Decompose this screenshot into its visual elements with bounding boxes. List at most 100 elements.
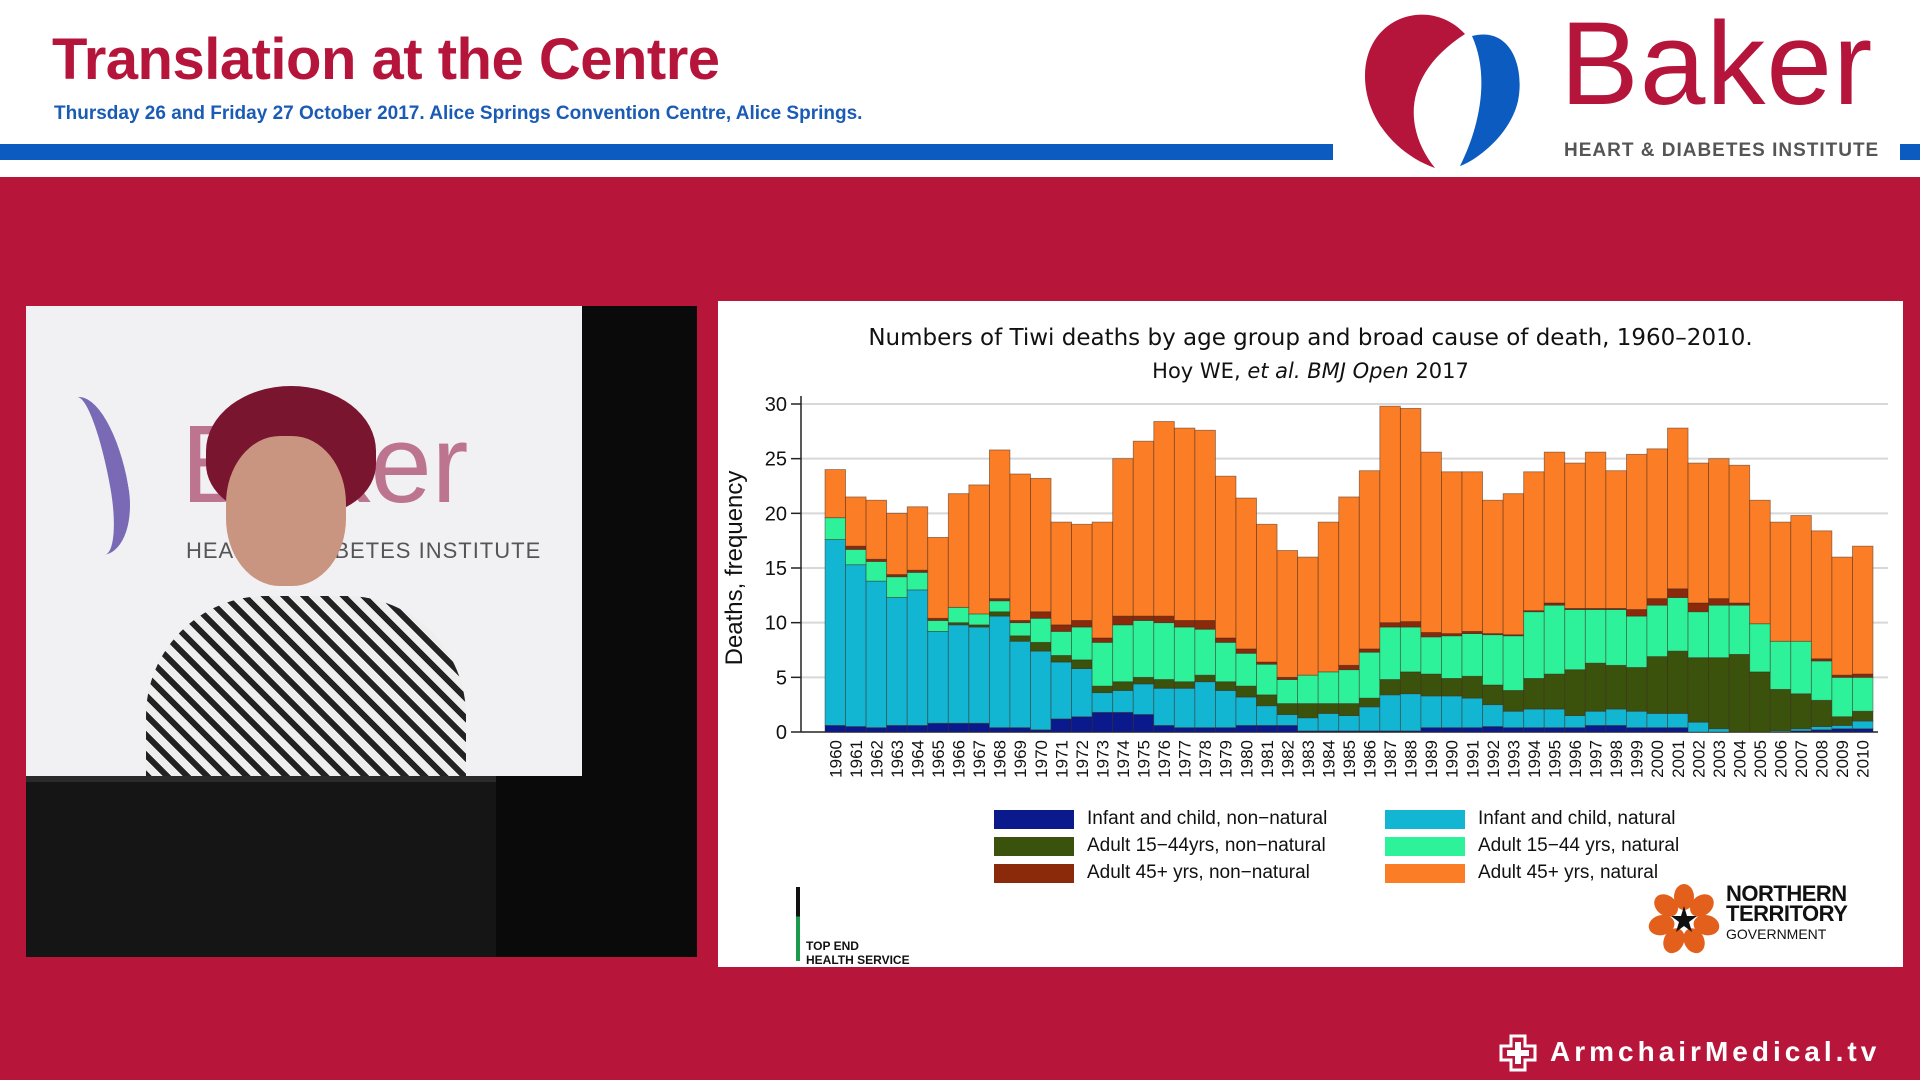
bar-segment-1971-s2 [1050, 655, 1072, 663]
bar-segment-1983-s1 [1297, 717, 1319, 732]
x-tick-label: 1978 [1196, 740, 1215, 778]
x-tick-label: 1979 [1217, 740, 1236, 778]
bar-segment-1993-s1 [1502, 710, 1525, 729]
bar-segment-1969-s5 [1009, 473, 1031, 621]
bar-segment-1986-s5 [1358, 470, 1381, 650]
bar-segment-1984-s3 [1317, 671, 1340, 704]
bar-segment-1987-s2 [1379, 679, 1401, 696]
y-tick-label: 20 [765, 503, 787, 525]
baker-wordmark: Baker [1560, 0, 1874, 130]
citation-journal: et al. BMJ Open [1247, 359, 1409, 383]
bar-segment-1997-s0 [1584, 725, 1607, 733]
bar-segment-1965-s3 [927, 620, 949, 632]
bar-segment-1973-s1 [1091, 692, 1114, 713]
bar-segment-1981-s0 [1256, 725, 1278, 733]
x-tick-label: 1993 [1504, 740, 1523, 778]
x-tick-label: 1999 [1628, 740, 1647, 778]
x-tick-label: 2002 [1689, 740, 1708, 778]
bar-segment-2000-s5 [1646, 448, 1668, 600]
conference-header: Translation at the Centre Thursday 26 an… [0, 0, 1920, 177]
bar-segment-1962-s1 [865, 580, 888, 729]
nt-logo-text: NORTHERN TERRITORY GOVERNMENT [1726, 883, 1848, 944]
bar-segment-1978-s4 [1194, 620, 1216, 630]
legend-item: Adult 15−44yrs, non−natural [994, 835, 1326, 857]
bar-segment-2007-s3 [1790, 640, 1812, 695]
bar-segment-1976-s5 [1153, 421, 1175, 617]
bar-segment-1994-s5 [1523, 471, 1545, 612]
bar-segment-1994-s0 [1523, 727, 1545, 733]
bar-segment-1978-s5 [1194, 429, 1216, 621]
bar-segment-1975-s1 [1132, 683, 1155, 715]
bar-segment-1976-s2 [1153, 679, 1175, 689]
bar-segment-1964-s1 [906, 589, 929, 726]
chart-citation: Hoy WE, et al. BMJ Open 2017 [718, 359, 1903, 383]
bar-segment-1980-s1 [1235, 696, 1257, 726]
bar-segment-2000-s3 [1646, 604, 1668, 657]
bar-segment-1982-s1 [1276, 714, 1299, 726]
bar-segment-1978-s3 [1194, 628, 1216, 676]
bar-segment-1994-s2 [1523, 678, 1545, 710]
bar-segment-1968-s2 [988, 611, 1011, 617]
bar-segment-1971-s3 [1050, 631, 1072, 656]
bar-segment-1980-s2 [1235, 685, 1257, 698]
bar-segment-1992-s3 [1482, 634, 1504, 686]
bar-segment-1999-s3 [1626, 615, 1648, 668]
x-tick-label: 1983 [1299, 740, 1318, 778]
bar-segment-2007-s5 [1790, 515, 1812, 642]
bar-segment-1990-s0 [1441, 727, 1463, 733]
bar-segment-1976-s1 [1153, 687, 1175, 726]
bar-segment-1997-s3 [1584, 609, 1607, 664]
bar-segment-2000-s0 [1646, 727, 1668, 733]
bar-segment-1999-s4 [1626, 609, 1648, 617]
bar-segment-1993-s0 [1502, 727, 1525, 733]
bar-segment-1960-s3 [824, 517, 846, 540]
bar-segment-1960-s0 [824, 725, 846, 733]
x-tick-label: 2010 [1854, 740, 1873, 778]
bar-segment-1965-s0 [927, 722, 949, 733]
bar-segment-1988-s4 [1399, 621, 1422, 628]
bar-segment-1996-s5 [1564, 462, 1586, 609]
bar-segment-1980-s4 [1235, 648, 1257, 654]
bar-segment-1976-s4 [1153, 615, 1175, 624]
nt-line3: GOVERNMENT [1726, 926, 1827, 942]
x-tick-label: 1964 [908, 740, 927, 778]
armchair-medical-watermark: ArmchairMedical.tv [1496, 1032, 1880, 1072]
x-tick-label: 1982 [1278, 740, 1297, 778]
bar-segment-1998-s3 [1605, 609, 1627, 666]
chart-title: Numbers of Tiwi deaths by age group and … [868, 325, 1753, 351]
x-tick-label: 2005 [1751, 740, 1770, 778]
bar-segment-1985-s1 [1338, 715, 1360, 732]
bar-segment-1990-s2 [1441, 678, 1463, 697]
topend-logo-text: TOP END HEALTH SERVICE [806, 939, 910, 967]
bar-segment-1983-s2 [1297, 703, 1319, 719]
citation-author: Hoy WE, [1152, 359, 1248, 383]
x-tick-label: 1965 [929, 740, 948, 778]
bar-segment-2008-s1 [1810, 726, 1833, 731]
bar-segment-1995-s3 [1543, 604, 1566, 675]
bar-segment-1970-s1 [1030, 650, 1052, 731]
bar-segment-1973-s2 [1091, 685, 1114, 694]
legend-label: Infant and child, natural [1478, 808, 1676, 829]
bar-segment-2002-s2 [1687, 657, 1710, 723]
bar-segment-1990-s1 [1441, 695, 1463, 729]
bar-segment-1979-s2 [1215, 681, 1237, 691]
bar-segment-1988-s2 [1399, 671, 1422, 695]
bar-segment-1966-s5 [947, 493, 970, 608]
legend-swatch [994, 809, 1074, 829]
x-tick-label: 1977 [1176, 740, 1195, 778]
bar-segment-1985-s5 [1338, 496, 1360, 666]
bar-segment-2010-s5 [1852, 545, 1874, 675]
bar-segment-1967-s0 [968, 722, 990, 733]
bar-segment-1993-s2 [1502, 690, 1525, 712]
bar-segment-1986-s3 [1358, 651, 1381, 699]
bar-segment-2010-s3 [1852, 676, 1874, 712]
bar-segment-1999-s1 [1626, 710, 1648, 729]
bar-segment-1969-s3 [1009, 622, 1031, 637]
bar-segment-1977-s1 [1173, 687, 1196, 729]
bar-segment-1991-s2 [1461, 675, 1483, 699]
bar-segment-2004-s5 [1728, 464, 1751, 604]
bar-segment-1968-s0 [988, 727, 1011, 733]
bar-segment-1982-s5 [1276, 550, 1299, 678]
bar-segment-1978-s2 [1194, 674, 1216, 683]
bar-segment-2003-s4 [1708, 598, 1730, 606]
